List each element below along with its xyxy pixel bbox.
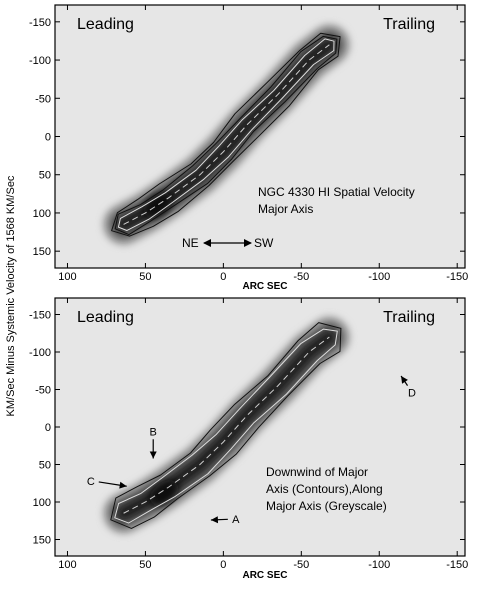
annotation-line: Downwind of Major bbox=[266, 465, 368, 479]
direction-ne-label: NE bbox=[182, 236, 199, 250]
y-tick-label: -100 bbox=[29, 55, 51, 67]
direction-sw-label: SW bbox=[254, 236, 274, 250]
x-tick-label: -100 bbox=[368, 271, 390, 283]
y-tick-label: 0 bbox=[45, 132, 51, 144]
y-tick-label: 150 bbox=[33, 246, 51, 258]
corner-label-leading: Leading bbox=[77, 309, 134, 326]
x-tick-label: 0 bbox=[220, 271, 226, 283]
x-tick-label: 100 bbox=[58, 271, 76, 283]
corner-label-trailing: Trailing bbox=[383, 309, 435, 326]
x-tick-label: -50 bbox=[293, 271, 309, 283]
x-axis-label: ARC SEC bbox=[242, 281, 287, 292]
x-axis-label: ARC SEC bbox=[242, 570, 287, 581]
marker-label-d: D bbox=[408, 387, 416, 399]
marker-label-b: B bbox=[150, 426, 157, 438]
annotation-line: NGC 4330 HI Spatial Velocity bbox=[258, 185, 415, 199]
contour-line-3 bbox=[117, 38, 335, 231]
x-tick-label: 0 bbox=[220, 559, 226, 571]
y-axis-label: KM/Sec Minus Systemic Velocity of 1568 K… bbox=[5, 175, 17, 416]
annotation-line: Major Axis (Greyscale) bbox=[266, 499, 387, 513]
x-tick-label: 50 bbox=[139, 271, 151, 283]
y-tick-label: 50 bbox=[39, 460, 51, 472]
y-tick-label: 150 bbox=[33, 535, 51, 547]
corner-label-leading: Leading bbox=[77, 16, 134, 33]
emission-peak bbox=[150, 480, 179, 506]
ridge-line bbox=[123, 44, 330, 225]
panel-top: 100 50 0 -50 -100 -150 -150 -100 -50 0 50 100 150 ARC… bbox=[29, 4, 468, 292]
annotation-line: Major Axis bbox=[258, 202, 313, 216]
y-tick-label: 100 bbox=[33, 497, 51, 509]
x-tick-label: -100 bbox=[368, 559, 390, 571]
direction-arrowhead-left bbox=[203, 239, 211, 247]
y-tick-label: -50 bbox=[35, 93, 51, 105]
contour-line-1 bbox=[111, 32, 341, 237]
direction-arrowhead-right bbox=[244, 239, 252, 247]
contour-line-1 bbox=[110, 322, 342, 529]
y-tick-label: -150 bbox=[29, 310, 51, 322]
x-tick-label: -150 bbox=[446, 559, 468, 571]
annotation-line: Axis (Contours),Along bbox=[266, 482, 383, 496]
x-tick-label: -50 bbox=[293, 559, 309, 571]
marker-label-a: A bbox=[232, 514, 240, 526]
panel-bottom: 100 50 0 -50 -100 -150 -150 -100 -50 0 50 100 150 ARC… bbox=[29, 297, 468, 581]
marker-arrowhead-d bbox=[401, 376, 408, 384]
marker-arrowhead-b bbox=[149, 451, 157, 459]
corner-label-trailing: Trailing bbox=[383, 16, 435, 33]
marker-arrowhead-a bbox=[210, 516, 219, 524]
y-tick-label: 50 bbox=[39, 170, 51, 182]
marker-arrowhead-c bbox=[119, 481, 127, 489]
x-tick-label: 100 bbox=[58, 559, 76, 571]
marker-label-c: C bbox=[87, 476, 95, 488]
y-tick-label: -150 bbox=[29, 17, 51, 29]
contour-line-2 bbox=[114, 35, 338, 236]
y-tick-label: -100 bbox=[29, 347, 51, 359]
contour-line-2 bbox=[114, 328, 338, 524]
y-tick-label: 0 bbox=[45, 422, 51, 434]
y-tick-label: -50 bbox=[35, 385, 51, 397]
y-tick-label: 100 bbox=[33, 208, 51, 220]
x-tick-label: -150 bbox=[446, 271, 468, 283]
ridge-line bbox=[123, 336, 330, 514]
x-tick-label: 50 bbox=[139, 559, 151, 571]
